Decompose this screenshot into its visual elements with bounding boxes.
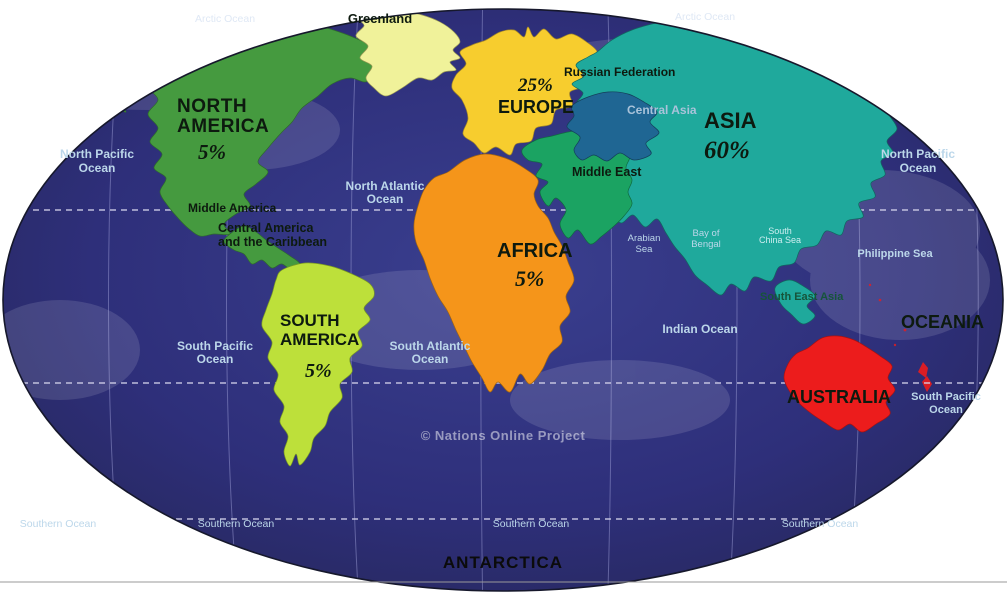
svg-text:Greenland: Greenland [348, 11, 412, 26]
svg-text:EUROPE: EUROPE [498, 97, 574, 117]
svg-text:Ocean: Ocean [929, 404, 963, 416]
svg-text:North Atlantic: North Atlantic [346, 179, 425, 193]
svg-text:Middle America: Middle America [188, 201, 277, 215]
svg-text:5%: 5% [515, 266, 544, 291]
svg-text:AUSTRALIA: AUSTRALIA [787, 387, 891, 407]
svg-text:South Atlantic: South Atlantic [390, 339, 471, 353]
svg-text:AFRICA: AFRICA [497, 240, 573, 262]
svg-text:Southern Ocean: Southern Ocean [20, 518, 97, 530]
svg-text:South Pacific: South Pacific [911, 391, 981, 403]
svg-text:Southern Ocean: Southern Ocean [493, 518, 570, 530]
svg-text:Arctic Ocean: Arctic Ocean [675, 11, 735, 23]
svg-text:Indian Ocean: Indian Ocean [662, 322, 737, 336]
svg-text:South East Asia: South East Asia [760, 291, 844, 303]
svg-text:5%: 5% [305, 360, 332, 382]
svg-text:North Pacific: North Pacific [60, 147, 134, 161]
svg-text:Sea: Sea [636, 244, 654, 255]
svg-text:North Pacific: North Pacific [881, 147, 955, 161]
svg-text:5%: 5% [198, 140, 226, 164]
svg-text:Bengal: Bengal [691, 239, 721, 250]
svg-text:Ocean: Ocean [900, 161, 937, 175]
svg-text:Arctic Ocean: Arctic Ocean [195, 13, 255, 25]
svg-text:60%: 60% [704, 137, 750, 164]
svg-text:Arabian: Arabian [628, 233, 661, 244]
svg-text:25%: 25% [517, 75, 553, 96]
svg-text:ANTARCTICA: ANTARCTICA [443, 553, 563, 572]
svg-text:and the Caribbean: and the Caribbean [218, 235, 327, 249]
svg-text:South Pacific: South Pacific [177, 339, 253, 353]
svg-text:China Sea: China Sea [759, 235, 801, 245]
svg-text:Ocean: Ocean [412, 352, 449, 366]
svg-text:NORTH: NORTH [177, 96, 247, 117]
svg-text:SOUTH: SOUTH [280, 311, 340, 330]
svg-text:Ocean: Ocean [197, 352, 234, 366]
svg-text:Philippine Sea: Philippine Sea [857, 248, 933, 260]
svg-text:Central Asia: Central Asia [627, 103, 697, 117]
svg-text:Southern Ocean: Southern Ocean [198, 518, 275, 530]
svg-text:Middle East: Middle East [572, 165, 642, 179]
svg-text:Russian Federation: Russian Federation [564, 65, 675, 79]
svg-text:AMERICA: AMERICA [177, 116, 269, 137]
svg-text:Bay of: Bay of [693, 228, 720, 239]
svg-text:Ocean: Ocean [367, 192, 404, 206]
svg-text:OCEANIA: OCEANIA [901, 312, 984, 332]
svg-text:Central America: Central America [218, 221, 314, 235]
svg-text:Ocean: Ocean [79, 161, 116, 175]
svg-text:© Nations Online Project: © Nations Online Project [421, 428, 586, 443]
svg-text:AMERICA: AMERICA [280, 330, 359, 349]
svg-text:Southern Ocean: Southern Ocean [782, 518, 859, 530]
svg-text:ASIA: ASIA [704, 108, 757, 133]
